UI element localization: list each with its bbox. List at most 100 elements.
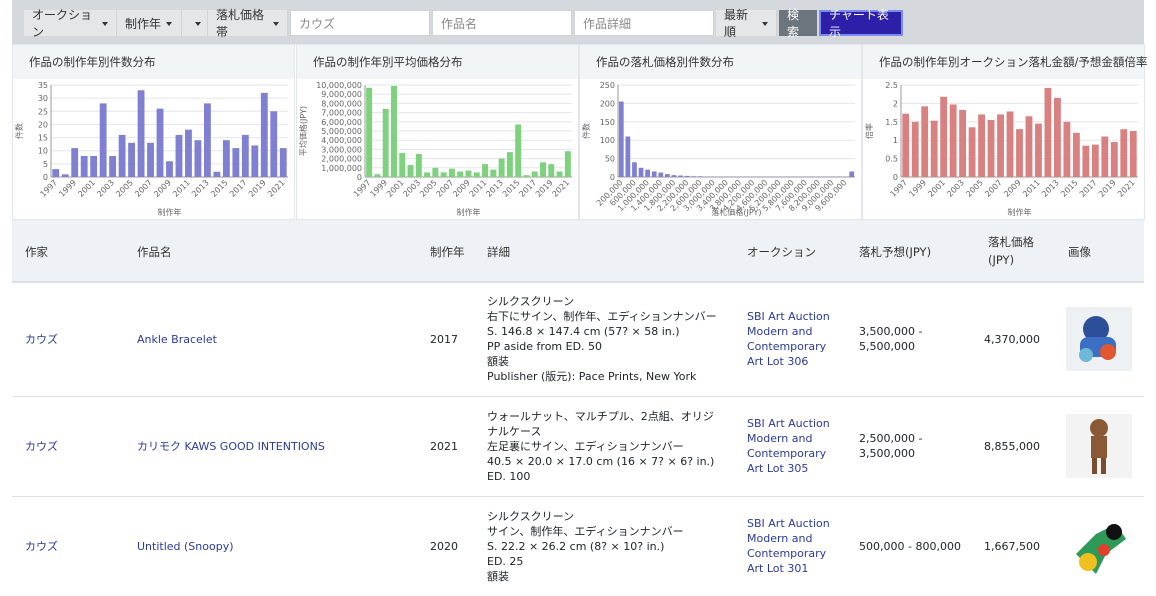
y-axis-label: 平均価格(JPY) xyxy=(298,106,308,156)
bar xyxy=(399,153,405,177)
bar xyxy=(645,170,650,177)
bar xyxy=(959,110,966,177)
bar xyxy=(374,174,380,177)
artist-link[interactable]: カウズ xyxy=(25,539,58,554)
estimate-cell: 2,500,000 - 3,500,000 xyxy=(859,396,979,496)
artist-input[interactable]: カウズ xyxy=(290,10,430,36)
bar xyxy=(52,169,59,177)
artwork-image[interactable] xyxy=(1066,514,1132,578)
bar xyxy=(1054,98,1061,177)
column-header: 作家 xyxy=(25,243,48,261)
year-filter[interactable]: 制作年 xyxy=(117,10,182,36)
title-link[interactable]: カリモク KAWS GOOD INTENTIONS xyxy=(137,439,325,454)
x-tick-label: 2001 xyxy=(385,178,406,199)
x-tick-label: 2011 xyxy=(1021,178,1042,199)
auction-link[interactable]: SBI Art Auction Modern and Contemporary … xyxy=(747,309,842,369)
detail-line: PP aside from ED. 50 xyxy=(487,339,717,354)
year-cell: 2017 xyxy=(430,282,480,396)
bar xyxy=(81,156,88,177)
bar xyxy=(71,148,78,177)
y-tick-label: 150 xyxy=(600,118,615,127)
x-tick-label: 2019 xyxy=(534,178,555,199)
bar xyxy=(931,121,938,177)
bar xyxy=(1082,146,1089,177)
x-tick-label: 2005 xyxy=(418,178,439,199)
bar xyxy=(849,171,854,177)
y-tick-label: 1 xyxy=(893,136,898,145)
bar xyxy=(902,114,909,177)
y-tick-label: 9,000,000 xyxy=(321,90,362,99)
title-link[interactable]: Untitled (Snoopy) xyxy=(137,539,234,554)
y-tick-label: 10 xyxy=(38,147,48,156)
chart-button[interactable]: チャート表示 xyxy=(819,10,903,36)
bar xyxy=(490,170,496,177)
bar xyxy=(678,176,683,177)
bar xyxy=(213,172,220,177)
y-tick-label: 2.5 xyxy=(885,81,898,90)
y-tick-label: 1.5 xyxy=(885,118,898,127)
x-tick-label: 2021 xyxy=(266,178,287,199)
bar xyxy=(921,106,928,177)
price: 8,855,000 xyxy=(984,439,1040,454)
bar xyxy=(658,173,663,177)
sort-dropdown[interactable]: 最新順 xyxy=(716,10,777,36)
bar xyxy=(449,169,455,177)
artwork-image[interactable] xyxy=(1066,414,1132,478)
y-tick-label: 8,000,000 xyxy=(321,99,362,108)
artwork-image[interactable] xyxy=(1066,307,1132,371)
detail-input[interactable]: 作品詳細 xyxy=(574,10,714,36)
y-tick-label: 0 xyxy=(43,173,48,182)
column-header: オークション xyxy=(747,243,816,261)
y-tick-label: 0.5 xyxy=(885,155,898,164)
bar xyxy=(457,171,463,177)
bar xyxy=(978,114,985,177)
bar xyxy=(466,171,472,177)
year-dropdown[interactable] xyxy=(182,10,208,36)
bar xyxy=(523,175,529,177)
price-cell: 4,370,000 xyxy=(984,282,1044,396)
detail-line: ウォールナット、マルチプル、2点組、オリジナルケース xyxy=(487,409,719,439)
bar xyxy=(685,176,690,177)
price: 1,667,500 xyxy=(984,539,1040,554)
auction-cell: SBI Art Auction Modern and Contemporary … xyxy=(747,396,842,496)
y-tick-label: 25 xyxy=(38,107,48,116)
bar xyxy=(424,172,430,177)
x-tick-label: 2013 xyxy=(1040,178,1061,199)
bar xyxy=(639,168,644,177)
title-cell: Ankle Bracelet xyxy=(137,282,417,396)
detail-line: S. 22.2 × 26.2 cm (8? × 10? in.) xyxy=(487,539,684,554)
detail-cell: ウォールナット、マルチプル、2点組、オリジナルケース左足裏にサイン、エディション… xyxy=(487,396,719,496)
bar xyxy=(619,102,624,177)
bar xyxy=(1016,129,1023,177)
search-button[interactable]: 検索 xyxy=(779,10,817,36)
x-axis-label: 制作年 xyxy=(1008,207,1032,217)
auction-link[interactable]: SBI Art Auction Modern and Contemporary … xyxy=(747,516,842,576)
bar xyxy=(280,148,287,177)
artist-link[interactable]: カウズ xyxy=(25,332,58,347)
title-link[interactable]: Ankle Bracelet xyxy=(137,332,217,347)
x-tick-label: 2009 xyxy=(1002,178,1023,199)
auction-filter[interactable]: オークション xyxy=(24,10,117,36)
x-tick-label: 2015 xyxy=(1059,178,1080,199)
title-input[interactable]: 作品名 xyxy=(432,10,572,36)
estimate: 500,000 - 800,000 xyxy=(859,539,961,554)
price-filter[interactable]: 落札価格帯 xyxy=(208,10,288,36)
x-tick-label: 2007 xyxy=(133,178,154,199)
y-tick-label: 10,000,000 xyxy=(316,81,362,90)
bar xyxy=(119,135,126,177)
bar xyxy=(1026,116,1033,177)
bar xyxy=(482,164,488,177)
bar xyxy=(391,86,397,177)
year-cell: 2020 xyxy=(430,496,480,596)
bar xyxy=(1111,142,1118,177)
bar xyxy=(270,111,277,177)
artist-link[interactable]: カウズ xyxy=(25,439,58,454)
auction-link[interactable]: SBI Art Auction Modern and Contemporary … xyxy=(747,416,842,476)
bar xyxy=(515,125,521,177)
bar xyxy=(100,103,107,177)
bar xyxy=(166,161,173,177)
